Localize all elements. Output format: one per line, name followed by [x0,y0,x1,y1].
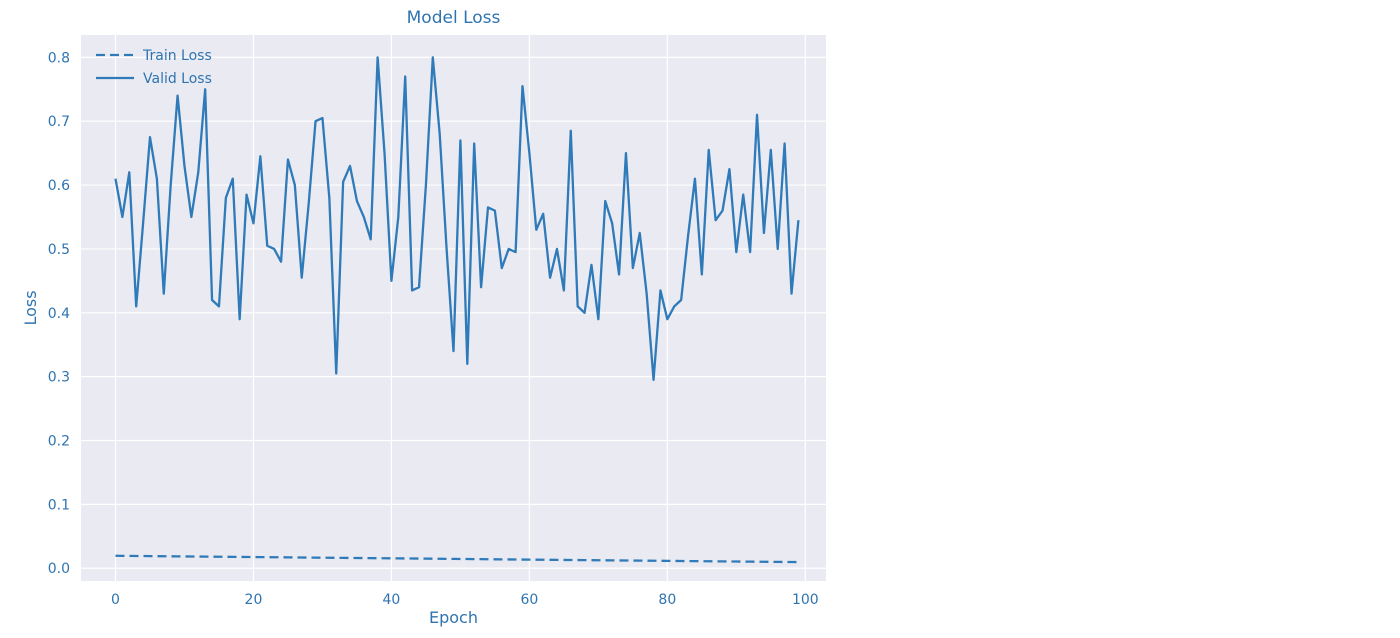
y-tick-label: 0.3 [48,370,70,386]
legend-valid-label: Valid Loss [143,71,212,87]
x-tick-label: 40 [383,592,401,608]
y-tick-label: 0.0 [48,561,70,577]
legend: Train Loss Valid Loss [96,48,212,87]
y-tick-labels: 0.0 0.1 0.2 0.3 0.4 0.5 0.6 0.7 0.8 [48,50,70,577]
y-tick-label: 0.5 [48,242,70,258]
y-tick-label: 0.2 [48,434,70,450]
x-tick-label: 0 [111,592,120,608]
y-tick-label: 0.1 [48,497,70,513]
y-tick-label: 0.4 [48,306,70,322]
chart-title: Model Loss [407,8,501,28]
x-tick-label: 20 [245,592,263,608]
grid-lines [81,35,826,581]
y-axis-label: Loss [21,290,40,325]
plot-area [81,35,826,581]
y-tick-label: 0.8 [48,50,70,66]
x-tick-label: 80 [658,592,676,608]
series-lines [114,56,800,564]
train-loss-line [115,554,799,564]
valid-loss-line [114,56,800,381]
x-tick-label: 60 [520,592,538,608]
legend-train-label: Train Loss [142,48,212,64]
x-axis-label: Epoch [429,608,478,627]
x-tick-label: 100 [792,592,819,608]
y-tick-label: 0.7 [48,114,70,130]
x-tick-labels: 0 20 40 60 80 100 [111,592,819,608]
y-tick-label: 0.6 [48,178,70,194]
